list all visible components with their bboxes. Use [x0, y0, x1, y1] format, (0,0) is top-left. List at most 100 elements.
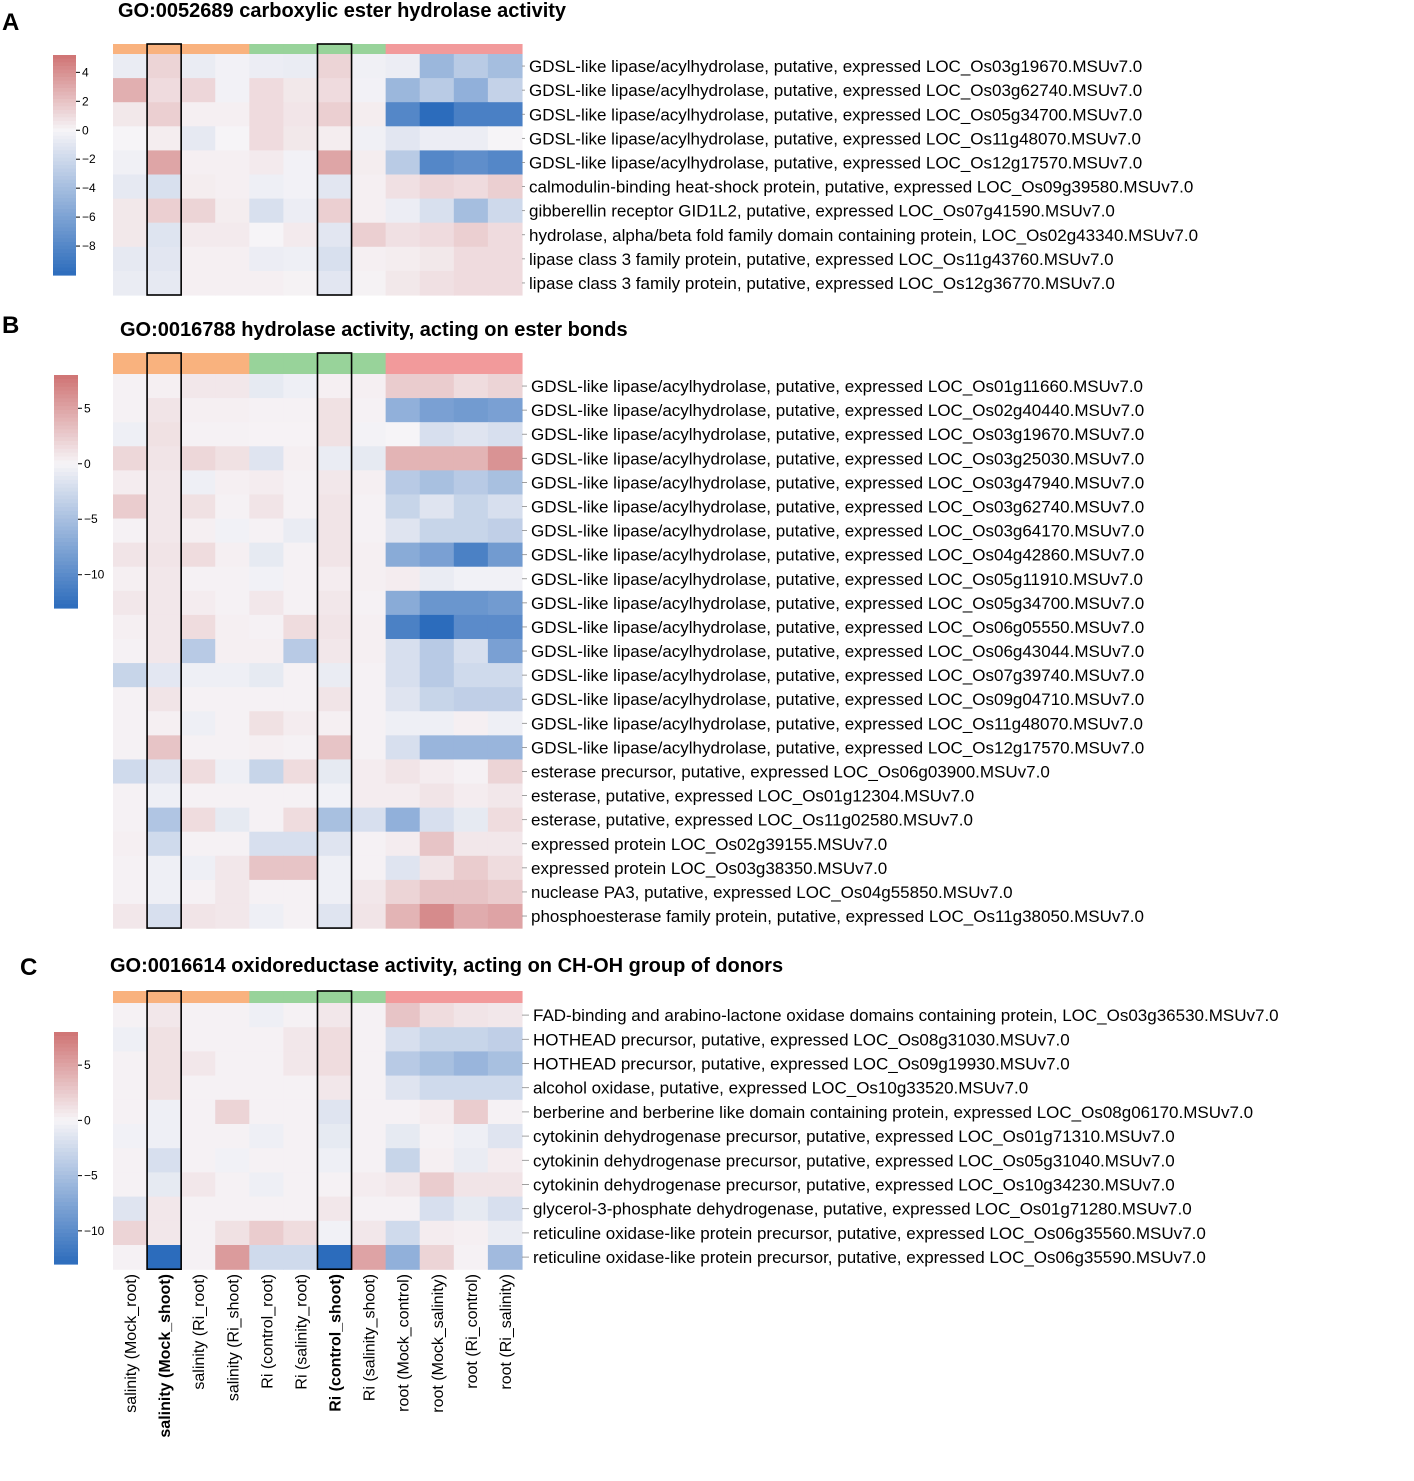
heatmap-cell: [487, 398, 523, 423]
heatmap-cell: [317, 246, 353, 272]
heatmap-cell: [147, 807, 182, 833]
heatmap-cell: [487, 590, 523, 616]
heatmap-cell: [147, 566, 182, 592]
colorbar-segment: [54, 1032, 78, 1037]
heatmap-cell: [147, 759, 182, 785]
colorbar-segment: [54, 1209, 78, 1215]
heatmap-cell: [147, 78, 182, 103]
heatmap-cell: [283, 1075, 319, 1101]
heatmap-cell: [453, 374, 489, 399]
heatmap-cell: [453, 735, 489, 761]
heatmap-cell: [419, 1003, 455, 1028]
heatmap-cell: [487, 735, 523, 761]
colorbar-segment: [54, 421, 78, 427]
heatmap-cell: [249, 1196, 284, 1222]
colorbar-segment: [53, 62, 76, 67]
heatmap-cell: [351, 1051, 387, 1077]
group-band-cell: [419, 353, 455, 374]
colorbar-segment: [54, 526, 78, 531]
heatmap-cell: [317, 831, 353, 857]
heatmap-cell: [181, 1099, 216, 1125]
colorbar-segment: [54, 406, 78, 411]
heatmap-cell: [283, 102, 319, 127]
heatmap-cell: [351, 759, 387, 785]
colorbar-segment: [53, 106, 76, 111]
heatmap-cell: [113, 1099, 148, 1125]
heatmap-cell: [419, 446, 455, 471]
colorbar-segment: [54, 1206, 78, 1211]
heatmap-cell: [385, 222, 421, 248]
group-band-cell: [113, 44, 148, 54]
row-label: GDSL-like lipase/acylhydrolase, putative…: [529, 153, 1142, 172]
heatmap-cell: [487, 126, 523, 151]
heatmap-cell: [385, 246, 421, 272]
heatmap-cell: [385, 374, 421, 399]
colorbar-segment: [54, 1256, 78, 1261]
heatmap-cell: [351, 711, 387, 736]
heatmap-cell: [249, 1099, 284, 1125]
group-band-cell: [385, 353, 421, 374]
colorbar-segment: [54, 1070, 78, 1076]
group-band-cell: [147, 353, 182, 374]
group-band-cell: [181, 991, 216, 1003]
heatmap-cell: [113, 102, 148, 127]
colorbar-segment: [54, 1159, 78, 1165]
heatmap-cell: [215, 446, 250, 471]
heatmap-cell: [419, 102, 455, 127]
heatmap-cell: [147, 54, 182, 79]
group-band-cell: [385, 991, 421, 1003]
colorbar-segment: [54, 460, 78, 465]
heatmap-cell: [283, 1172, 319, 1198]
heatmap-cell: [487, 102, 523, 127]
heatmap-cell: [215, 1003, 250, 1028]
heatmap-cell: [453, 246, 489, 272]
heatmap-cell: [283, 1124, 319, 1149]
heatmap-cell: [283, 687, 319, 712]
row-label: GDSL-like lipase/acylhydrolase, putative…: [531, 401, 1144, 420]
column-labels: salinity (Mock_root) salinity (Mock_shoot…: [123, 1274, 515, 1438]
heatmap-cell: [419, 566, 455, 592]
heatmap-cell: [147, 1172, 182, 1198]
colorbar-segment: [54, 1132, 78, 1137]
colorbar-segment: [53, 102, 76, 107]
column-label: root (Mock_salinity): [430, 1274, 447, 1413]
heatmap-cell: [249, 54, 284, 79]
heatmap-cell: [113, 270, 148, 296]
colorbar-segment: [53, 150, 76, 155]
colorbar-segment: [54, 394, 78, 399]
heatmap-cell: [181, 1148, 216, 1173]
heatmap-cell: [419, 494, 455, 520]
heatmap-cell: [147, 102, 182, 127]
group-band-cell: [453, 353, 489, 374]
heatmap-cell: [283, 446, 319, 471]
heatmap-cell: [283, 494, 319, 520]
row-label: GDSL-like lipase/acylhydrolase, putative…: [531, 377, 1143, 396]
heatmap-cell: [113, 855, 148, 881]
heatmap-cell: [249, 1172, 284, 1198]
colorbar-segment: [53, 95, 76, 100]
heatmap-cell: [113, 494, 148, 520]
heatmap-cell: [249, 398, 284, 423]
colorbar-segment: [54, 1128, 78, 1134]
row-label: GDSL-like lipase/acylhydrolase, putative…: [531, 738, 1144, 757]
heatmap-cell: [317, 735, 353, 761]
row-label: GDSL-like lipase/acylhydrolase, putative…: [531, 497, 1144, 516]
colorbar-segment: [54, 1229, 78, 1234]
heatmap-cell: [419, 54, 455, 79]
group-band-cell: [181, 353, 216, 374]
row-label: GDSL-like lipase/acylhydrolase, putative…: [531, 714, 1143, 733]
colorbar-segment: [54, 569, 78, 574]
heatmap-cell: [147, 422, 182, 447]
heatmap-cell: [317, 759, 353, 785]
colorbar-segment: [54, 561, 78, 566]
heatmap-cell: [351, 1172, 387, 1198]
heatmap-cell: [419, 831, 455, 857]
colorbar-segment: [54, 491, 78, 496]
colorbar-tick-label: −2: [82, 152, 96, 166]
heatmap-cell: [351, 638, 387, 664]
heatmap-cell: [181, 174, 216, 200]
heatmap-cell: [453, 270, 489, 296]
heatmap-cell: [351, 1003, 387, 1028]
heatmap-cell: [147, 1196, 182, 1222]
